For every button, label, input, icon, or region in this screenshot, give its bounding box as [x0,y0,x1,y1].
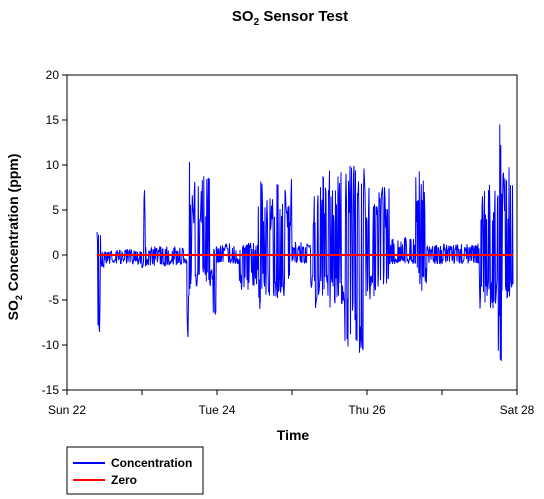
x-axis: Sun 22 Tue 24 Thu 26 Sat 28 [48,390,535,417]
legend-label-concentration: Concentration [111,456,192,470]
y-tick-label: 0 [52,248,59,262]
y-tick-label: 5 [52,203,59,217]
y-axis: 20 15 10 5 0 -5 -10 -15 [42,68,67,397]
chart-title: SO2 Sensor Test [232,8,348,28]
legend: Concentration Zero [66,446,204,495]
y-tick-label: 10 [46,158,60,172]
y-axis-title-subscript: 2 [14,295,24,300]
y-axis-title-rest: Concentration (ppm) [5,154,21,296]
x-tick-label: Thu 26 [348,403,386,417]
chart-title-main: SO [232,8,254,25]
plot-area [96,124,514,362]
chart-title-subscript: 2 [254,17,260,28]
y-tick-label: 15 [46,113,60,127]
y-tick-label: 20 [46,68,60,82]
x-axis-title: Time [277,427,310,443]
x-tick-label: Sat 28 [500,403,535,417]
series-line-concentration [96,124,514,362]
y-axis-title: SO2 Concentration (ppm) [5,154,24,321]
x-tick-label: Tue 24 [199,403,236,417]
chart-title-rest: Sensor Test [259,8,348,25]
y-tick-label: -5 [48,293,59,307]
y-tick-label: -15 [42,383,60,397]
legend-box [66,446,204,495]
y-axis-title-main: SO [5,300,21,320]
legend-label-zero: Zero [111,473,137,487]
x-tick-label: Sun 22 [48,403,86,417]
y-tick-label: -10 [42,338,60,352]
